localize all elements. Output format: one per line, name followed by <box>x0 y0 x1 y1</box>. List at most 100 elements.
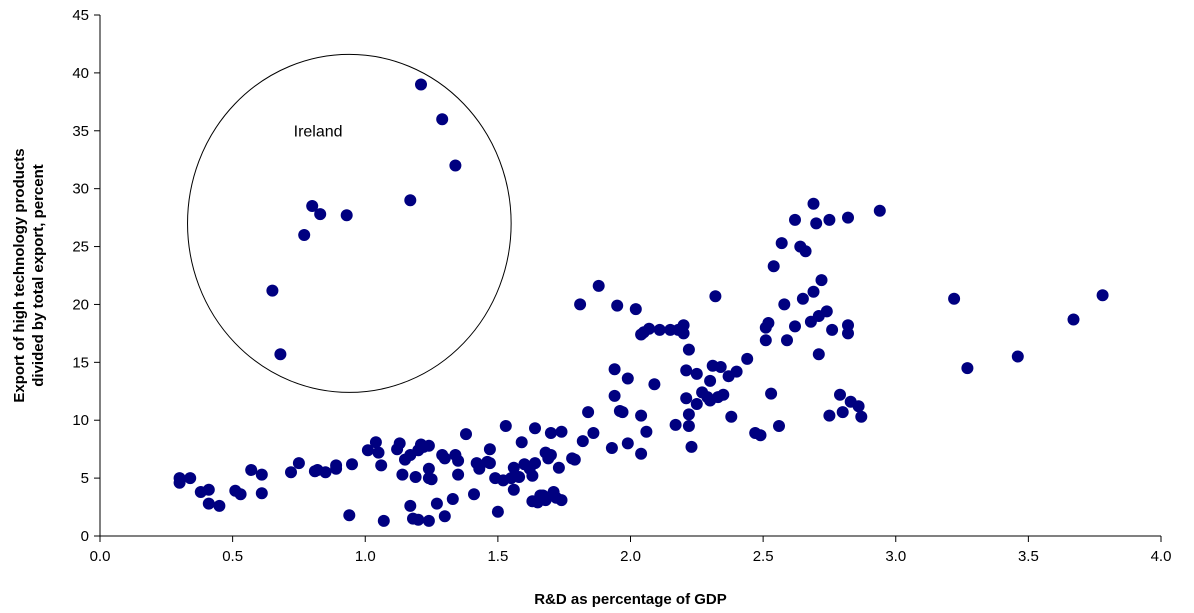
data-point <box>574 298 587 311</box>
data-point <box>820 305 833 318</box>
data-point <box>948 292 961 305</box>
data-point <box>555 494 568 507</box>
data-point <box>680 392 693 405</box>
data-point <box>608 389 621 402</box>
data-point <box>680 364 693 377</box>
data-point <box>648 378 661 391</box>
data-point <box>422 439 435 452</box>
y-tick-label: 0 <box>81 528 89 545</box>
y-tick-label: 25 <box>72 239 89 256</box>
data-point <box>343 509 356 522</box>
x-tick-label: 0.0 <box>90 548 111 565</box>
data-point <box>425 473 438 486</box>
data-points <box>173 78 1109 527</box>
data-point <box>823 213 836 226</box>
data-point <box>725 410 738 423</box>
data-point <box>836 406 849 419</box>
data-point <box>446 493 459 505</box>
data-point <box>690 367 703 380</box>
data-point <box>266 284 279 297</box>
data-point <box>529 457 541 470</box>
data-point <box>767 260 780 273</box>
data-point <box>1011 350 1024 363</box>
data-point <box>409 471 422 483</box>
data-point <box>306 200 319 212</box>
y-tick-label: 5 <box>81 470 89 487</box>
data-point <box>285 466 297 479</box>
data-point <box>404 194 417 207</box>
data-point <box>834 388 846 401</box>
data-point <box>213 499 226 512</box>
y-tick-label: 35 <box>72 123 89 140</box>
x-tick-label: 2.5 <box>753 548 774 565</box>
data-point <box>234 488 247 501</box>
data-point <box>730 365 743 378</box>
y-tick-label: 40 <box>72 65 89 82</box>
data-point <box>640 425 653 438</box>
data-point <box>552 461 565 474</box>
data-point <box>765 387 778 400</box>
data-point <box>717 388 730 401</box>
data-point <box>483 443 496 456</box>
data-point <box>173 476 186 489</box>
data-point <box>796 292 809 305</box>
y-tick-label: 45 <box>72 7 89 24</box>
data-point <box>704 374 717 387</box>
data-point <box>340 209 353 222</box>
data-point <box>452 454 465 467</box>
data-point <box>826 323 839 336</box>
data-point <box>961 362 974 375</box>
data-point <box>499 420 512 432</box>
data-point <box>621 372 634 385</box>
ireland-circle <box>187 53 512 393</box>
data-point <box>621 437 634 450</box>
data-point <box>346 458 358 471</box>
data-point <box>526 495 539 508</box>
data-point <box>690 398 703 410</box>
data-point <box>714 361 727 373</box>
data-point <box>515 436 528 449</box>
data-point <box>852 400 865 413</box>
data-point <box>789 320 801 333</box>
y-tick-label: 10 <box>72 412 89 429</box>
data-point <box>544 427 557 439</box>
data-point <box>430 497 443 510</box>
data-point <box>314 208 327 221</box>
y-tick-label: 20 <box>72 296 89 313</box>
data-point <box>775 237 788 250</box>
x-tick-label: 4.0 <box>1151 548 1172 565</box>
data-point <box>685 440 698 453</box>
data-point <box>436 113 449 126</box>
data-point <box>483 457 496 470</box>
data-point <box>513 471 526 483</box>
data-point <box>292 457 305 470</box>
y-axis-title-line-2: divided by total export, percent <box>30 164 47 387</box>
data-point <box>245 464 258 476</box>
data-point <box>412 513 425 526</box>
data-point <box>319 466 332 479</box>
data-point <box>823 409 836 422</box>
data-point <box>608 363 621 376</box>
data-point <box>635 447 648 460</box>
data-point <box>255 487 268 500</box>
annotation-label: Ireland <box>294 124 343 141</box>
data-point <box>807 197 820 210</box>
data-point <box>789 213 801 226</box>
data-point <box>815 274 828 287</box>
x-tick-label: 1.0 <box>355 548 376 565</box>
y-tick-label: 30 <box>72 181 89 198</box>
data-point <box>298 229 311 241</box>
data-point <box>762 317 775 329</box>
data-point <box>842 319 854 332</box>
data-point <box>473 462 486 475</box>
data-point <box>202 497 215 510</box>
data-point <box>682 343 695 356</box>
data-point <box>491 505 504 518</box>
data-point <box>807 285 820 298</box>
data-point <box>375 459 388 472</box>
data-point <box>810 217 823 230</box>
data-point <box>587 427 600 439</box>
data-point <box>605 442 618 454</box>
data-point <box>255 468 268 481</box>
